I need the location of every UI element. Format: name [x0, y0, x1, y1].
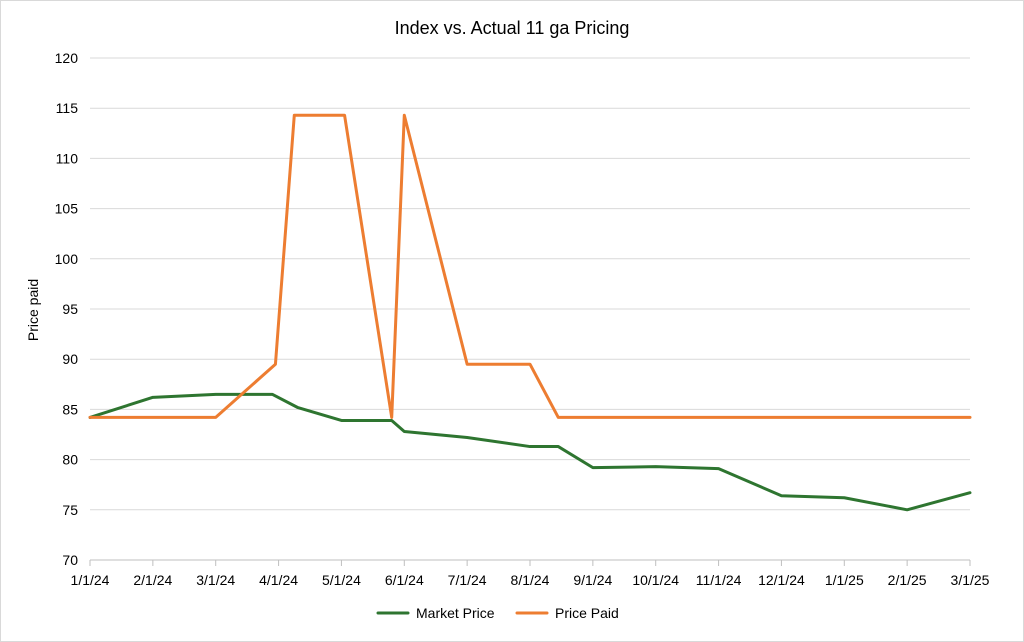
y-axis-label: Price paid [25, 279, 41, 341]
x-tick-label: 6/1/24 [385, 572, 424, 588]
gridlines [90, 57, 970, 561]
x-tick-label: 12/1/24 [758, 572, 805, 588]
x-tick-label: 1/1/25 [825, 572, 864, 588]
y-axis-tick-labels: 70 75 80 85 90 95 100 105 110 115 120 [55, 50, 79, 568]
y-tick-label: 95 [62, 301, 78, 317]
x-tick-label: 3/1/25 [951, 572, 990, 588]
data-series [88, 113, 972, 512]
x-tick-label: 1/1/24 [71, 572, 110, 588]
y-tick-label: 120 [55, 50, 79, 66]
x-tick-label: 2/1/25 [888, 572, 927, 588]
y-tick-label: 105 [55, 201, 79, 217]
x-axis [89, 559, 971, 566]
y-tick-label: 115 [56, 100, 79, 116]
x-axis-tick-labels: 1/1/24 2/1/24 3/1/24 4/1/24 5/1/24 6/1/24 7/1/… [71, 572, 990, 588]
x-tick-label: 7/1/24 [448, 572, 487, 588]
y-tick-label: 70 [62, 552, 78, 568]
chart-title: Index vs. Actual 11 ga Pricing [395, 18, 630, 38]
x-tick-label: 11/1/24 [696, 572, 742, 588]
x-tick-label: 9/1/24 [573, 572, 612, 588]
x-tick-label: 8/1/24 [511, 572, 550, 588]
y-tick-label: 100 [55, 251, 79, 267]
y-tick-label: 85 [62, 401, 78, 417]
legend: Market Price Price Paid [376, 605, 619, 621]
x-tick-label: 3/1/24 [196, 572, 235, 588]
y-tick-label: 75 [62, 502, 78, 518]
x-tick-label: 10/1/24 [632, 572, 679, 588]
market-price-legend-label: Market Price [416, 605, 495, 621]
x-tick-label: 5/1/24 [322, 572, 361, 588]
market-price-line [88, 392, 972, 512]
y-tick-label: 90 [62, 351, 78, 367]
price-paid-legend-label: Price Paid [555, 605, 619, 621]
y-tick-label: 80 [62, 452, 78, 468]
x-tick-label: 2/1/24 [133, 572, 172, 588]
price-paid-line [88, 113, 972, 419]
x-tick-label: 4/1/24 [259, 572, 298, 588]
y-tick-label: 110 [56, 150, 79, 166]
